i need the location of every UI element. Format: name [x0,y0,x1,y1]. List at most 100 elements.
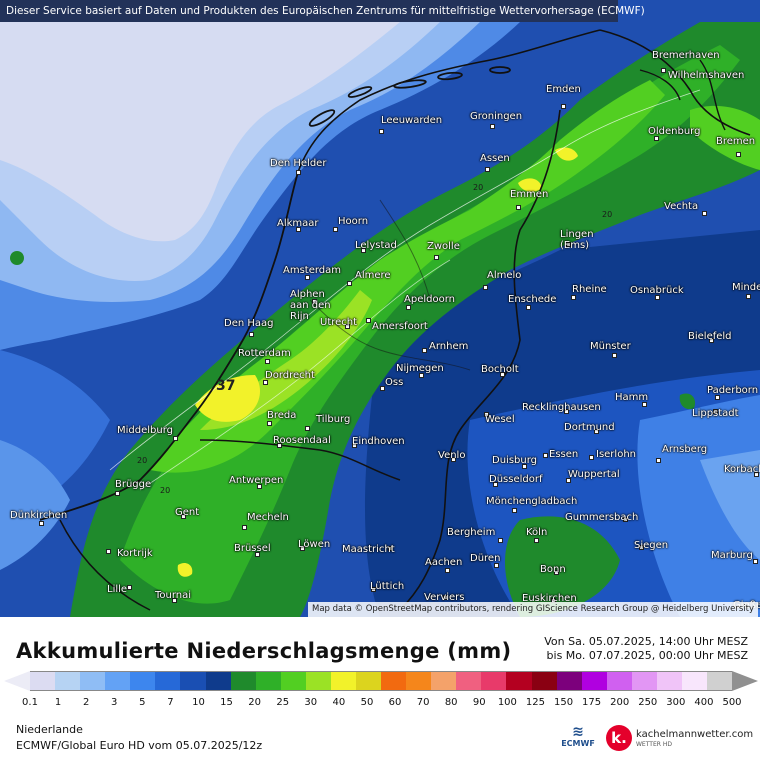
city-label: Wilhelmshaven [668,70,745,81]
city-marker [534,538,539,543]
city-label: Groningen [470,111,523,122]
city-label: Emden [546,84,581,95]
city-label: Middelburg [117,425,174,436]
city-label: Arnhem [429,341,469,352]
color-scale-swatch [481,672,507,690]
city-marker [173,436,178,441]
city-label: Lille [107,584,128,595]
city-label: Gent [175,507,200,518]
city-marker [554,570,559,575]
legend-low-arrow [4,671,30,691]
city-label: Wuppertal [568,469,620,480]
city-label: Amsterdam [283,265,342,276]
city-marker [296,227,301,232]
city-label: Apeldoorn [404,294,455,305]
city-label: Siegen [634,540,669,551]
city-marker [106,549,111,554]
city-label: Venlo [438,450,466,461]
city-marker [516,205,521,210]
color-scale-tick-label: 125 [525,697,545,708]
color-scale-tick-label: 7 [167,697,174,708]
color-scale-swatch [531,672,557,690]
city-label: Emmen [510,189,549,200]
color-scale-swatch [255,672,281,690]
city-marker [512,508,517,513]
city-label: Löwen [298,539,331,550]
city-marker [566,478,571,483]
city-label: Bremen [716,136,756,147]
city-label: Vechta [664,201,699,212]
color-scale-bar [30,671,733,691]
city-marker [249,332,254,337]
color-scale-tick-label: 1 [54,697,62,708]
city-marker [379,129,384,134]
city-label: Zwolle [427,241,460,252]
city-label: Lippstadt [692,408,739,419]
city-marker [709,338,714,343]
legend-high-arrow [732,671,758,691]
city-marker [702,211,707,216]
city-label: Kortrijk [117,548,153,559]
city-label: Brüssel [234,543,271,554]
color-scale-tick-label: 0.1 [22,697,38,708]
city-label: Assen [480,153,510,164]
city-marker [713,409,718,414]
contour-label: 20 [137,456,148,465]
city-label: Tilburg [316,414,351,425]
color-scale-swatch [381,672,407,690]
city-marker [172,598,177,603]
city-label: Bergheim [447,527,496,538]
city-label: Almelo [487,270,522,281]
color-scale-tick-label: 3 [111,697,118,708]
city-label: Rheine [572,284,607,295]
city-label: Dünkirchen [10,510,68,521]
kachelmann-logo: k. [606,725,632,751]
city-label: Antwerpen [229,475,284,486]
city-label: Bremerhaven [652,50,720,61]
ecmwf-logo-text: ECMWF [561,739,595,748]
city-marker [451,457,456,462]
city-marker [300,546,305,551]
color-scale-tick-label: 5 [139,697,146,708]
city-marker [485,167,490,172]
city-label: Recklinghausen [522,402,601,413]
city-marker [566,242,571,247]
color-scale-swatch [155,672,181,690]
color-scale-swatch [230,672,256,690]
city-marker [333,227,338,232]
city-label: Arnsberg [662,444,708,455]
color-scale-tick-label: 20 [248,697,261,708]
city-marker [589,455,594,460]
color-scale-swatch [581,672,607,690]
period-from: Von Sa. 05.07.2025, 14:00 Uhr MESZ [544,635,748,648]
city-label: Leeuwarden [381,115,443,126]
city-label: Bocholt [481,364,519,375]
city-label: Lüttich [370,581,405,592]
color-scale-swatch [180,672,206,690]
color-scale-swatch [305,672,331,690]
city-marker [345,324,350,329]
city-label: Minden [732,282,760,293]
city-marker [388,546,393,551]
city-label: Oldenburg [648,126,701,137]
city-label: Alphen aan den Rijn [290,289,331,322]
color-scale-tick-label: 300 [666,697,686,708]
city-label: Bonn [540,564,566,575]
city-label: Maastricht [342,544,395,555]
city-marker [380,386,385,391]
city-label: Breda [267,410,297,421]
region-name: Niederlande [16,723,83,736]
color-scale-swatch [130,672,156,690]
city-label: Wesel [485,414,515,425]
city-marker [305,275,310,280]
city-marker [564,409,569,414]
city-label: Korbach [724,464,760,475]
color-scale-tick-label: 2 [82,697,90,708]
city-label: Eindhoven [352,436,405,447]
color-scale-tick-label: 150 [553,697,574,708]
color-scale-swatch [105,672,131,690]
chart-title: Akkumulierte Niederschlagsmenge (mm) [16,639,512,663]
city-marker [494,563,499,568]
city-label: Alkmaar [277,218,319,229]
city-marker [419,373,424,378]
